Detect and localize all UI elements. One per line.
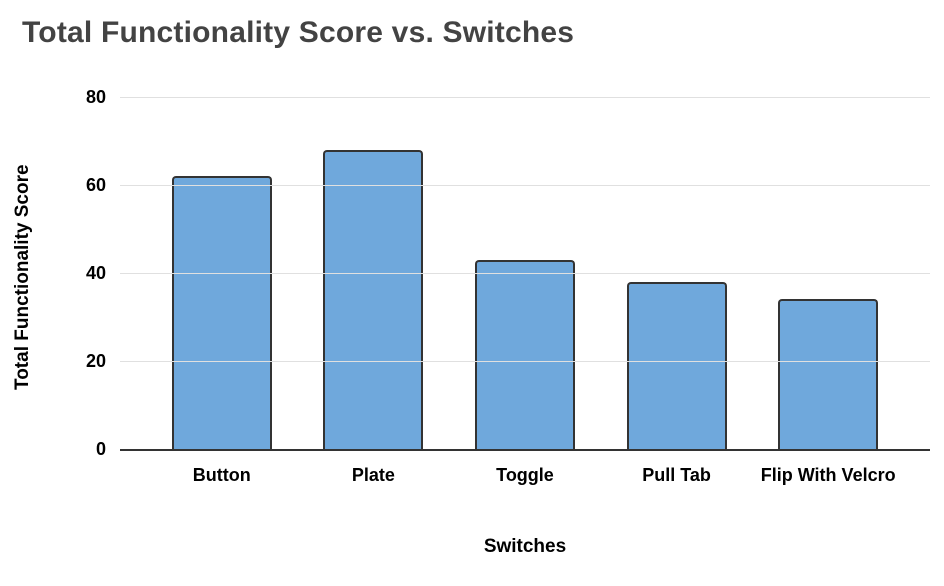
y-tick-label-40: 40 <box>85 263 106 283</box>
bar-band-button <box>146 97 298 449</box>
chart-title: Total Functionality Score vs. Switches <box>22 16 575 49</box>
bar-plate <box>323 149 424 449</box>
x-tick-label-flip-with-velcro: Flip With Velcro <box>760 465 896 485</box>
y-tick-label-0: 0 <box>95 439 106 459</box>
bar-band-plate <box>298 97 450 449</box>
x-tick-labels-row: Button Plate Toggle Pull Tab Flip With Velcr… <box>120 464 930 486</box>
y-tick-label-20: 20 <box>85 351 106 371</box>
bar-band-flip-with-velcro <box>752 97 904 449</box>
bar-button <box>171 176 272 449</box>
gridline-60 <box>120 185 930 186</box>
bar-toggle <box>474 259 575 449</box>
y-axis-title: Total Functionality Score <box>12 164 33 390</box>
plot-area: Button Plate Toggle Pull Tab Flip With Velcr… <box>86 87 930 485</box>
x-tick-label-pull-tab: Pull Tab <box>642 465 711 485</box>
bars-layer <box>120 97 930 449</box>
y-tick-label-80: 80 <box>85 87 106 107</box>
bar-band-pull-tab <box>601 97 753 449</box>
x-tick-label-toggle: Toggle <box>496 465 554 485</box>
bar-band-toggle <box>449 97 601 449</box>
gridline-80 <box>120 97 930 98</box>
gridline-40 <box>120 273 930 274</box>
bar-flip-with-velcro <box>778 299 879 449</box>
gridline-20 <box>120 361 930 362</box>
x-tick-label-button: Button <box>192 465 251 485</box>
bar-pull-tab <box>626 281 727 449</box>
x-axis-title: Switches <box>483 536 567 557</box>
x-tick-label-plate: Plate <box>351 465 395 485</box>
y-tick-label-60: 60 <box>85 175 106 195</box>
